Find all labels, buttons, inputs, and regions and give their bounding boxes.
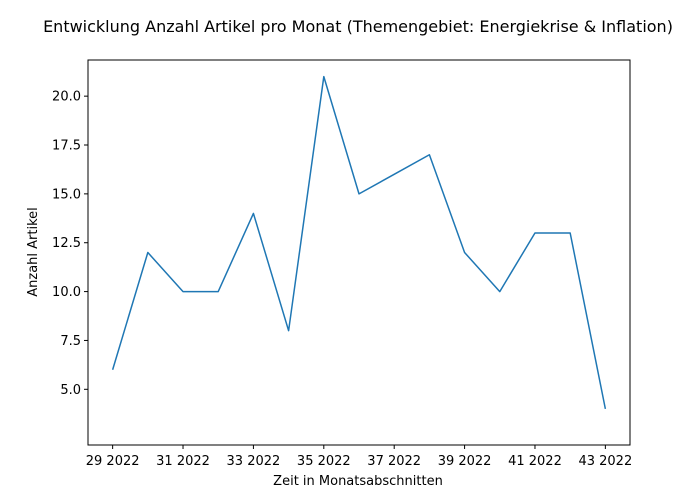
y-tick-label: 7.5 [60,334,81,349]
x-axis: 29 2022 31 2022 33 2022 35 2022 37 2022 39 20… [86,445,632,469]
y-tick-label: 20.0 [52,90,81,105]
chart-title: Entwicklung Anzahl Artikel pro Monat (Th… [43,17,673,36]
y-axis-label: Anzahl Artikel [26,207,41,297]
y-tick-label: 5.0 [60,383,81,398]
x-tick-label: 39 2022 [438,454,492,469]
data-points [112,76,606,409]
x-tick-label: 43 2022 [578,454,632,469]
x-tick-label: 31 2022 [156,454,210,469]
y-tick-label: 12.5 [52,236,81,251]
y-axis: 5.0 7.5 10.0 12.5 15.0 17.5 20.0 [52,90,88,398]
x-axis-label: Zeit in Monatsabschnitten [273,474,443,489]
x-tick-label: 37 2022 [367,454,421,469]
y-tick-label: 17.5 [52,139,81,154]
plot-area-frame [87,59,631,446]
x-tick-label: 33 2022 [227,454,281,469]
x-tick-label: 35 2022 [297,454,351,469]
x-tick-label: 41 2022 [508,454,562,469]
x-tick-label: 29 2022 [86,454,140,469]
series-line-anzahl-artikel [111,75,607,409]
y-tick-label: 10.0 [52,285,81,300]
y-tick-label: 15.0 [52,187,81,202]
